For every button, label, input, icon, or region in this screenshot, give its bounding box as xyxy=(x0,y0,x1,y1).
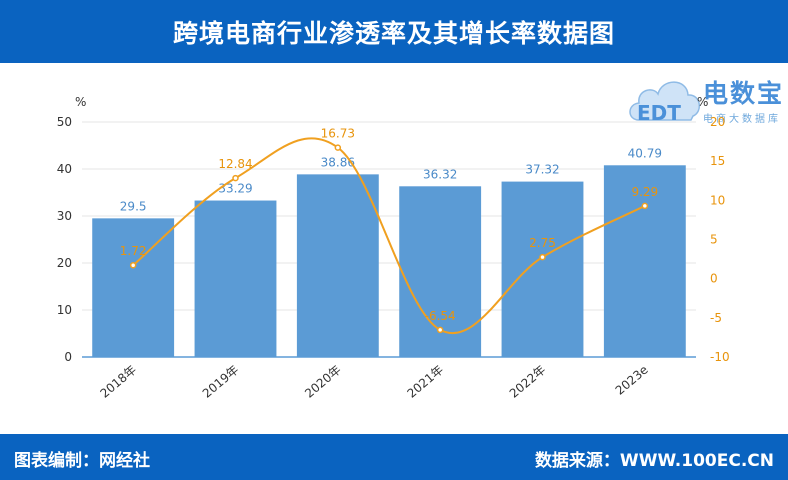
left-tick-label: 40 xyxy=(57,162,72,176)
growth-point xyxy=(129,261,137,269)
line-value-label: -6.54 xyxy=(425,309,456,323)
edt-logo: EDT 电数宝 电商大数据库 xyxy=(625,70,785,132)
right-tick-label: 5 xyxy=(710,233,718,247)
bar-2018年 xyxy=(92,218,175,357)
bar-2019年 xyxy=(194,200,277,357)
right-tick-label: -5 xyxy=(710,311,722,325)
line-value-label: 16.73 xyxy=(321,127,355,141)
right-tick-label: 10 xyxy=(710,193,725,207)
growth-point xyxy=(232,174,239,182)
line-value-label: 9.29 xyxy=(631,185,658,199)
chart-title-banner: 跨境电商行业渗透率及其增长率数据图 xyxy=(0,0,788,63)
chart-title: 跨境电商行业渗透率及其增长率数据图 xyxy=(172,18,615,48)
growth-point xyxy=(539,253,546,261)
bar-labels: 29.5 33.29 38.86 36.32 37.32 40.79 xyxy=(120,146,662,213)
growth-point xyxy=(436,326,444,334)
left-tick-label: 30 xyxy=(57,209,72,223)
bar-value-label: 36.32 xyxy=(423,167,457,181)
bar-value-label: 38.86 xyxy=(321,155,355,169)
right-tick-label: -10 xyxy=(710,350,730,364)
bars xyxy=(92,165,686,357)
growth-point xyxy=(334,144,342,151)
left-tick-label: 0 xyxy=(64,350,72,364)
bar-2020年 xyxy=(296,174,379,357)
growth-line xyxy=(129,137,649,334)
left-tick-label: 10 xyxy=(57,303,72,317)
growth-point xyxy=(641,202,649,210)
right-axis-unit: % xyxy=(697,95,708,109)
cloud-logo-icon: EDT xyxy=(629,81,700,125)
line-value-label: 1.72 xyxy=(120,244,147,258)
bar-2023e xyxy=(603,165,686,357)
logo-tagline: 电商大数据库 xyxy=(703,114,781,125)
right-tick-label: 0 xyxy=(710,272,718,286)
footer-bar: 图表编制：网经社 数据来源：WWW.100EC.CN xyxy=(0,434,788,480)
footer-source: 数据来源：WWW.100EC.CN xyxy=(534,451,774,471)
line-labels: 1.72 12.84 16.73 -6.54 2.75 9.29 xyxy=(120,127,658,323)
line-value-label: 2.75 xyxy=(529,236,556,250)
x-tick-label: 2018年 xyxy=(98,363,140,401)
x-axis: 2018年 2019年 2020年 2021年 2022年 2023e xyxy=(82,356,696,401)
left-axis: 0 10 20 30 40 50% xyxy=(57,95,87,364)
bar-value-label: 40.79 xyxy=(628,146,662,160)
bar-value-label: 33.29 xyxy=(218,182,252,196)
x-tick-label: 2020年 xyxy=(302,363,344,401)
x-tick-label: 2023e xyxy=(613,363,651,398)
right-axis: -10 -5 0 5 10 15 20% xyxy=(697,95,730,364)
bar-2022年 xyxy=(501,181,584,357)
right-tick-label: 20 xyxy=(710,115,725,129)
line-value-label: 12.84 xyxy=(218,157,252,171)
chart-area: 0 10 20 30 40 50% -10 -5 0 5 10 15 20% 29.5 33.29 38.… xyxy=(57,95,730,401)
x-tick-label: 2021年 xyxy=(405,363,447,401)
right-tick-label: 15 xyxy=(710,154,725,168)
left-axis-unit: % xyxy=(75,95,86,109)
x-tick-label: 2022年 xyxy=(507,363,549,401)
logo-brand: 电数宝 xyxy=(703,79,785,108)
left-tick-label: 20 xyxy=(57,256,72,270)
x-tick-label: 2019年 xyxy=(200,363,242,401)
bar-value-label: 37.32 xyxy=(525,163,559,177)
left-tick-label: 50 xyxy=(57,115,72,129)
footer-compiler: 图表编制：网经社 xyxy=(14,451,150,471)
cloud-logo-text: EDT xyxy=(637,101,681,125)
bar-value-label: 29.5 xyxy=(120,199,147,213)
